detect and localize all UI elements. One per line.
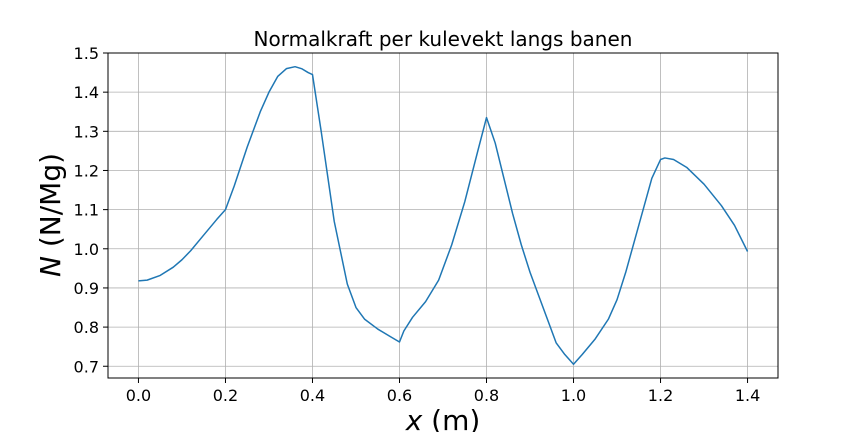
- y-tick-label: 0.8: [74, 318, 99, 337]
- plot-frame: [107, 52, 779, 379]
- x-tick-label: 1.4: [735, 386, 760, 405]
- x-tick-label: 1.0: [561, 386, 586, 405]
- y-tick-label: 0.9: [74, 279, 99, 298]
- x-axis-label: x (m): [405, 404, 481, 432]
- x-tick-label: 0.8: [474, 386, 499, 405]
- y-axis-unit: (N/Mg): [34, 153, 67, 256]
- ticks: 0.0 0.2 0.4 0.6 0.8 1.0 1.2 1.4 0.7 0.8 0.9 1.0 1.1 1…: [74, 44, 761, 405]
- x-axis-unit: (m): [422, 404, 480, 432]
- y-tick-label: 1.5: [74, 44, 99, 63]
- y-tick-label: 1.4: [74, 83, 99, 102]
- series-line: [138, 65, 749, 366]
- y-axis-variable: N: [34, 256, 67, 277]
- y-axis-label: N (N/Mg): [34, 153, 67, 277]
- x-tick-label: 0.6: [387, 386, 412, 405]
- chart-title: Normalkraft per kulevekt langs banen: [254, 27, 633, 51]
- y-tick-label: 1.0: [74, 240, 99, 259]
- y-tick-label: 1.1: [74, 201, 99, 220]
- x-tick-label: 0.0: [126, 386, 151, 405]
- x-tick-label: 1.2: [648, 386, 673, 405]
- y-tick-label: 1.2: [74, 161, 99, 180]
- x-tick-label: 0.4: [300, 386, 325, 405]
- plot-background: [108, 53, 778, 378]
- x-axis-variable: x: [405, 404, 423, 432]
- series-layer: [138, 65, 749, 366]
- y-tick-label: 1.3: [74, 122, 99, 141]
- x-tick-label: 0.2: [213, 386, 238, 405]
- y-tick-label: 0.7: [74, 357, 99, 376]
